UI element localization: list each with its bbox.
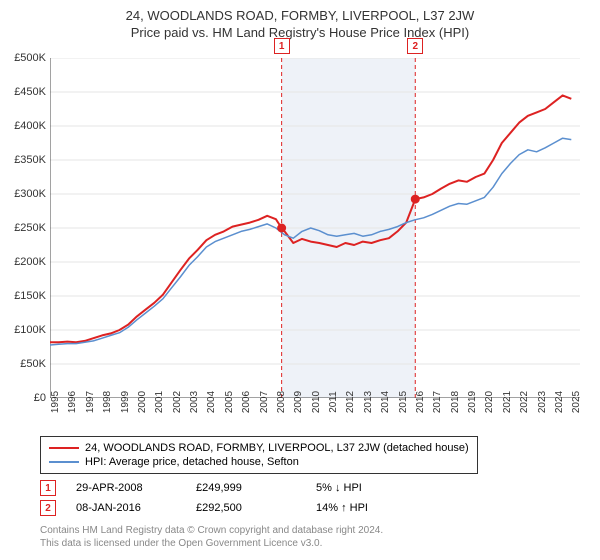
x-axis-tick-label: 2004 <box>206 391 217 413</box>
y-axis-tick-label: £400K <box>0 120 46 132</box>
y-axis-tick-label: £300K <box>0 188 46 200</box>
x-axis-tick-label: 2011 <box>328 391 339 413</box>
legend-swatch <box>49 461 79 463</box>
chart-marker-badge: 1 <box>274 38 290 54</box>
x-axis-tick-label: 2014 <box>380 391 391 413</box>
x-axis-tick-label: 2013 <box>363 391 374 413</box>
y-axis-tick-label: £250K <box>0 222 46 234</box>
x-axis-tick-label: 2006 <box>241 391 252 413</box>
x-axis-tick-label: 2008 <box>276 391 287 413</box>
x-axis-tick-label: 2002 <box>172 391 183 413</box>
marker-price: £249,999 <box>196 482 296 494</box>
legend-swatch <box>49 447 79 449</box>
sale-marker-row: 2 08-JAN-2016 £292,500 14% ↑ HPI <box>40 498 416 518</box>
legend-label: 24, WOODLANDS ROAD, FORMBY, LIVERPOOL, L… <box>85 442 469 454</box>
x-axis-tick-label: 2025 <box>571 391 582 413</box>
x-axis-tick-label: 1997 <box>85 391 96 413</box>
y-axis-tick-label: £0 <box>0 392 46 404</box>
y-axis-tick-label: £450K <box>0 86 46 98</box>
x-axis-tick-label: 2005 <box>224 391 235 413</box>
x-axis-tick-label: 1998 <box>102 391 113 413</box>
x-axis-tick-label: 2020 <box>484 391 495 413</box>
marker-delta: 5% ↓ HPI <box>316 482 416 494</box>
marker-delta: 14% ↑ HPI <box>316 502 416 514</box>
x-axis-tick-label: 2016 <box>415 391 426 413</box>
legend-item-property: 24, WOODLANDS ROAD, FORMBY, LIVERPOOL, L… <box>49 441 469 455</box>
y-axis-tick-label: £150K <box>0 290 46 302</box>
x-axis-tick-label: 1995 <box>50 391 61 413</box>
title-address: 24, WOODLANDS ROAD, FORMBY, LIVERPOOL, L… <box>0 8 600 23</box>
y-axis-tick-label: £50K <box>0 358 46 370</box>
legend: 24, WOODLANDS ROAD, FORMBY, LIVERPOOL, L… <box>40 436 478 474</box>
marker-badge-1: 1 <box>40 480 56 496</box>
title-subtitle: Price paid vs. HM Land Registry's House … <box>0 25 600 40</box>
x-axis-tick-label: 1999 <box>120 391 131 413</box>
marker-price: £292,500 <box>196 502 296 514</box>
legend-item-hpi: HPI: Average price, detached house, Seft… <box>49 455 469 469</box>
sale-marker-table: 1 29-APR-2008 £249,999 5% ↓ HPI 2 08-JAN… <box>40 478 416 518</box>
marker-date: 29-APR-2008 <box>76 482 176 494</box>
x-axis-tick-label: 2017 <box>432 391 443 413</box>
y-axis-tick-label: £350K <box>0 154 46 166</box>
x-axis-tick-label: 1996 <box>67 391 78 413</box>
x-axis-tick-label: 2019 <box>467 391 478 413</box>
x-axis-tick-label: 2010 <box>311 391 322 413</box>
sale-marker-row: 1 29-APR-2008 £249,999 5% ↓ HPI <box>40 478 416 498</box>
x-axis-tick-label: 2003 <box>189 391 200 413</box>
chart-area: £0£50K£100K£150K£200K£250K£300K£350K£400… <box>50 58 580 398</box>
y-axis-tick-label: £200K <box>0 256 46 268</box>
chart-marker-badge: 2 <box>407 38 423 54</box>
footer-line: Contains HM Land Registry data © Crown c… <box>40 524 383 537</box>
line-chart <box>50 58 580 398</box>
marker-date: 08-JAN-2016 <box>76 502 176 514</box>
y-axis-tick-label: £100K <box>0 324 46 336</box>
footer-attribution: Contains HM Land Registry data © Crown c… <box>40 524 383 550</box>
x-axis-tick-label: 2015 <box>398 391 409 413</box>
legend-label: HPI: Average price, detached house, Seft… <box>85 456 299 468</box>
x-axis-tick-label: 2007 <box>259 391 270 413</box>
chart-title-block: 24, WOODLANDS ROAD, FORMBY, LIVERPOOL, L… <box>0 0 600 44</box>
x-axis-tick-label: 2012 <box>345 391 356 413</box>
x-axis-tick-label: 2021 <box>502 391 513 413</box>
x-axis-tick-label: 2024 <box>554 391 565 413</box>
y-axis-tick-label: £500K <box>0 52 46 64</box>
x-axis-tick-label: 2000 <box>137 391 148 413</box>
x-axis-tick-label: 2023 <box>537 391 548 413</box>
x-axis-tick-label: 2009 <box>293 391 304 413</box>
footer-line: This data is licensed under the Open Gov… <box>40 537 383 550</box>
x-axis-tick-label: 2022 <box>519 391 530 413</box>
x-axis-tick-label: 2018 <box>450 391 461 413</box>
x-axis-tick-label: 2001 <box>154 391 165 413</box>
marker-badge-2: 2 <box>40 500 56 516</box>
